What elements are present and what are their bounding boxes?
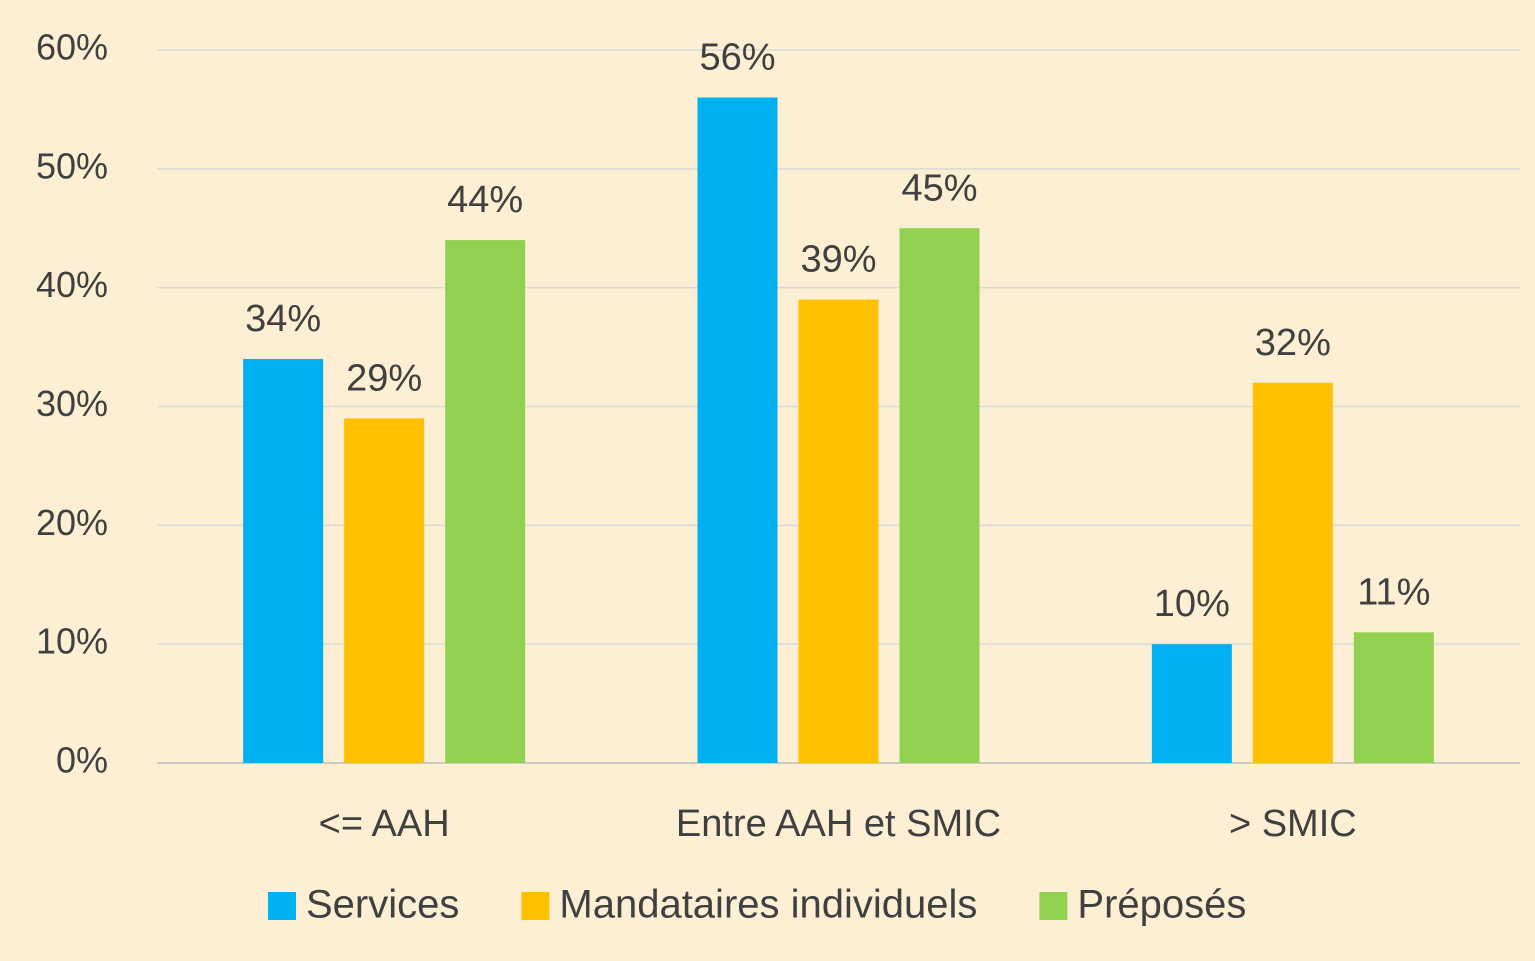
data-label: 34% [245, 298, 321, 340]
bar [899, 228, 980, 763]
legend-label: Mandataires individuels [559, 883, 977, 927]
data-label: 32% [1255, 322, 1331, 364]
data-label: 44% [447, 179, 523, 221]
bar [243, 358, 324, 763]
y-tick-label: 0% [56, 740, 108, 781]
bar [344, 418, 425, 763]
bar [697, 97, 778, 764]
data-label: 11% [1357, 571, 1430, 613]
legend-label: Préposés [1077, 883, 1246, 927]
y-tick-label: 40% [36, 264, 108, 305]
bar [445, 240, 526, 764]
x-tick-label: <= AAH [319, 803, 450, 845]
x-tick-label: Entre AAH et SMIC [676, 803, 1001, 845]
bar [1151, 644, 1232, 763]
y-tick-label: 10% [36, 621, 108, 662]
data-label: 39% [800, 239, 876, 281]
legend-swatch [521, 892, 550, 920]
legend-swatch [1039, 892, 1068, 920]
bar [1353, 632, 1434, 763]
y-tick-label: 50% [36, 145, 108, 186]
legend-swatch [268, 892, 296, 920]
bar [1252, 382, 1333, 763]
data-label: 56% [699, 37, 775, 79]
data-label: 29% [346, 357, 422, 399]
y-tick-label: 20% [36, 502, 108, 543]
x-tick-label: > SMIC [1229, 803, 1357, 845]
data-label: 10% [1154, 583, 1230, 625]
y-tick-label: 30% [36, 383, 108, 424]
y-tick-label: 60% [36, 27, 108, 68]
bar [798, 299, 879, 763]
legend-label: Services [306, 883, 459, 927]
data-label: 45% [901, 167, 977, 209]
